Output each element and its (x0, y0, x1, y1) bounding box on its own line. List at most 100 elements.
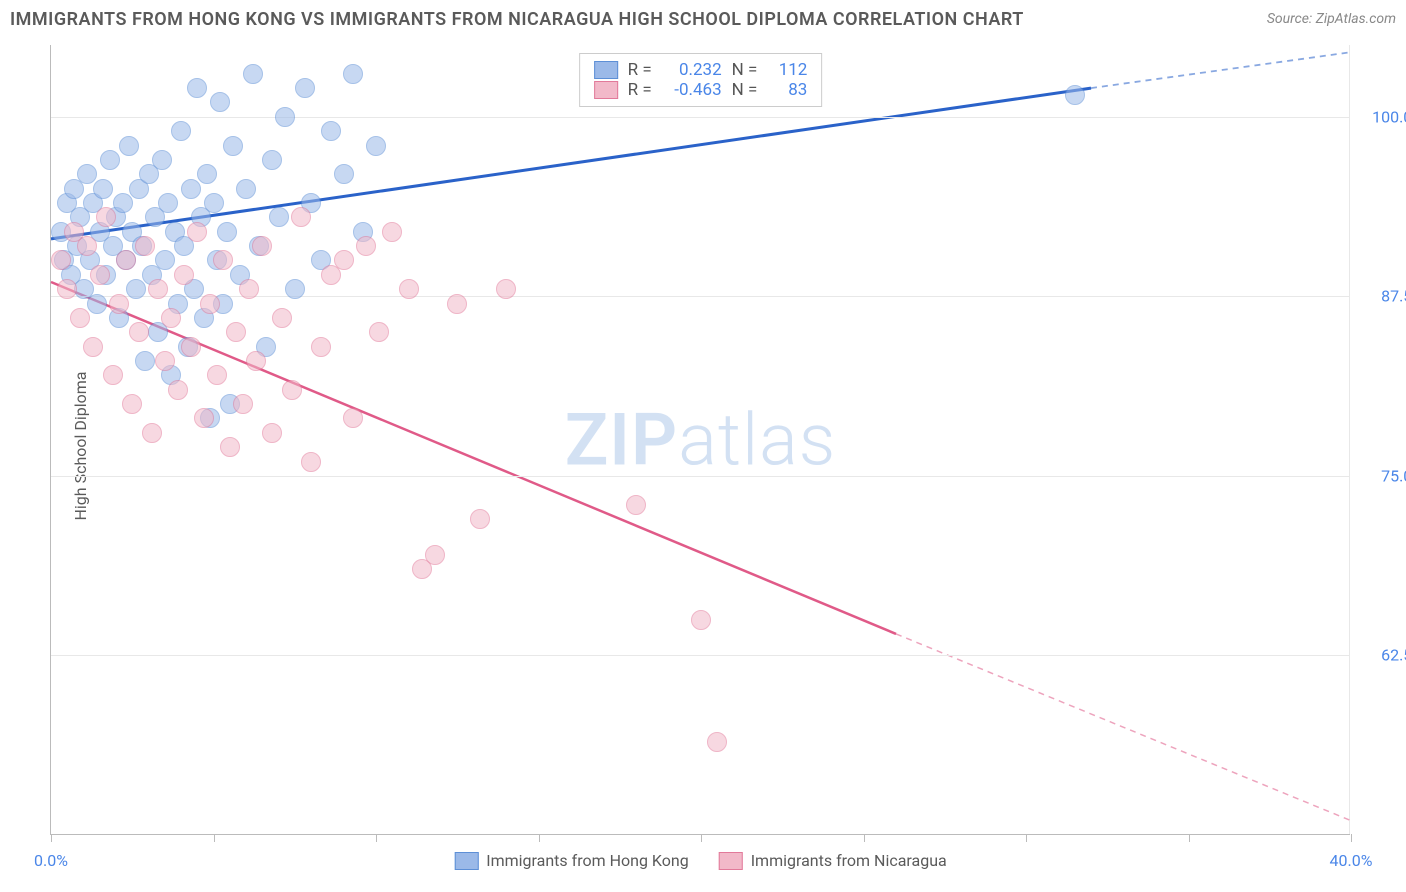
scatter-point (77, 236, 97, 256)
stats-legend: R =0.232N =112R = -0.463 N = 83 (579, 53, 823, 107)
scatter-point (239, 279, 259, 299)
scatter-point (122, 394, 142, 414)
scatter-point (148, 279, 168, 299)
x-tick-label: 0.0% (34, 851, 68, 870)
n-value: 83 (767, 80, 807, 100)
scatter-point (366, 136, 386, 156)
trend-lines (51, 45, 1350, 834)
scatter-point (343, 64, 363, 84)
scatter-point (213, 250, 233, 270)
legend-swatch (719, 852, 743, 870)
scatter-point (204, 193, 224, 213)
legend-label: Immigrants from Hong Kong (486, 851, 688, 870)
legend-swatch (594, 61, 618, 79)
scatter-point (626, 495, 646, 515)
scatter-point (382, 222, 402, 242)
scatter-point (197, 164, 217, 184)
scatter-point (158, 193, 178, 213)
x-tick (51, 834, 52, 842)
scatter-point (152, 150, 172, 170)
trend-line (51, 282, 896, 634)
scatter-point (181, 337, 201, 357)
scatter-point (496, 279, 516, 299)
scatter-point (171, 121, 191, 141)
scatter-point (168, 380, 188, 400)
scatter-point (356, 236, 376, 256)
scatter-point (129, 322, 149, 342)
x-tick (376, 834, 377, 842)
scatter-point (181, 179, 201, 199)
scatter-point (369, 322, 389, 342)
scatter-point (113, 193, 133, 213)
x-tick (1351, 834, 1352, 842)
scatter-point (217, 222, 237, 242)
scatter-point (142, 423, 162, 443)
y-tick-label: 87.5% (1360, 287, 1406, 306)
scatter-point (155, 351, 175, 371)
scatter-point (343, 408, 363, 428)
legend-item: Immigrants from Nicaragua (719, 851, 947, 870)
scatter-point (126, 279, 146, 299)
scatter-point (233, 394, 253, 414)
scatter-point (447, 294, 467, 314)
x-tick (701, 834, 702, 842)
scatter-point (470, 509, 490, 529)
legend-item: Immigrants from Hong Kong (454, 851, 688, 870)
scatter-point (116, 250, 136, 270)
scatter-point (77, 164, 97, 184)
n-label: N = (732, 80, 758, 100)
scatter-point (93, 179, 113, 199)
scatter-point (691, 610, 711, 630)
plot-area: ZIPatlas R =0.232N =112R =-0.463N =83 Im… (50, 45, 1350, 835)
scatter-point (1065, 85, 1085, 105)
x-tick (1189, 834, 1190, 842)
scatter-point (194, 408, 214, 428)
scatter-point (246, 351, 266, 371)
scatter-point (210, 92, 230, 112)
scatter-point (275, 107, 295, 127)
x-tick (539, 834, 540, 842)
legend-swatch (594, 81, 618, 99)
scatter-point (223, 136, 243, 156)
scatter-point (399, 279, 419, 299)
x-tick (1026, 834, 1027, 842)
bottom-legend: Immigrants from Hong Kong Immigrants from… (454, 851, 947, 870)
stats-row: R = -0.463 N = 83 (594, 80, 808, 100)
scatter-point (707, 732, 727, 752)
r-value: 0.232 (662, 60, 722, 80)
scatter-point (243, 64, 263, 84)
scatter-point (272, 308, 292, 328)
r-label: R = (628, 80, 652, 100)
scatter-point (291, 207, 311, 227)
stats-row: R =0.232N =112 (594, 60, 808, 80)
scatter-point (295, 78, 315, 98)
scatter-point (103, 365, 123, 385)
r-value: -0.463 (662, 80, 722, 100)
x-tick (214, 834, 215, 842)
scatter-point (334, 164, 354, 184)
scatter-point (311, 337, 331, 357)
scatter-point (282, 380, 302, 400)
trend-line-extrapolated (896, 634, 1351, 821)
scatter-point (334, 250, 354, 270)
scatter-point (109, 294, 129, 314)
trend-line-extrapolated (1091, 52, 1351, 88)
scatter-point (174, 265, 194, 285)
scatter-point (200, 294, 220, 314)
scatter-point (252, 236, 272, 256)
scatter-point (220, 437, 240, 457)
gridline (51, 476, 1350, 477)
scatter-point (187, 78, 207, 98)
scatter-point (135, 236, 155, 256)
scatter-point (51, 250, 71, 270)
scatter-point (90, 265, 110, 285)
scatter-point (262, 150, 282, 170)
scatter-point (269, 207, 289, 227)
scatter-point (87, 294, 107, 314)
legend-swatch (454, 852, 478, 870)
n-value: 112 (767, 60, 807, 80)
source-label: Source: ZipAtlas.com (1267, 11, 1396, 27)
scatter-point (96, 207, 116, 227)
scatter-point (285, 279, 305, 299)
scatter-point (321, 121, 341, 141)
